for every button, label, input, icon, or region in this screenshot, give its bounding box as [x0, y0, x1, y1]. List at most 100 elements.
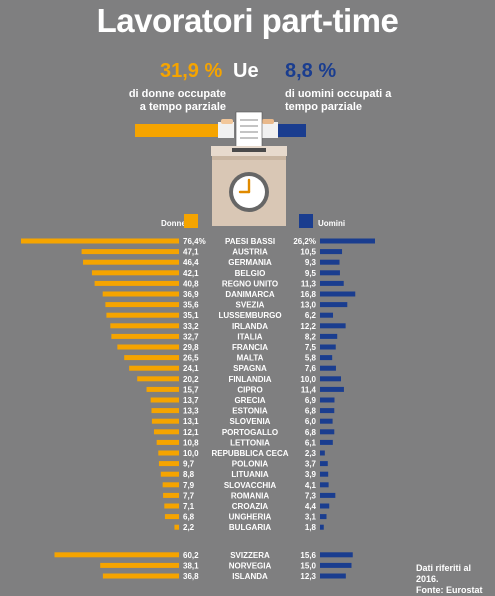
women-bar: [100, 562, 179, 568]
men-bar: [320, 355, 333, 361]
clock-icon: [229, 172, 269, 212]
women-bar: [110, 323, 179, 329]
women-value-label: 35,1: [183, 311, 199, 320]
country-label: REPUBBLICA CECA: [211, 449, 288, 458]
country-label: SVIZZERA: [230, 551, 270, 560]
country-label: SVEZIA: [236, 301, 265, 310]
country-label: PAESI BASSI: [225, 237, 275, 246]
women-bar: [151, 418, 179, 424]
men-value-label: 3,7: [305, 460, 317, 469]
country-label: BULGARIA: [229, 523, 271, 532]
men-value-label: 9,5: [305, 269, 317, 278]
men-value-label: 7,5: [305, 343, 317, 352]
country-label: ROMANIA: [231, 491, 269, 500]
men-bar: [320, 573, 346, 579]
women-value-label: 42,1: [183, 269, 199, 278]
men-bar: [320, 312, 334, 318]
women-value-label: 32,7: [183, 332, 199, 341]
men-value-label: 10,0: [300, 375, 316, 384]
men-bar: [320, 302, 348, 308]
men-value-label: 3,1: [305, 513, 317, 522]
men-value-label: 6,8: [305, 407, 317, 416]
men-value-label: 7,6: [305, 364, 317, 373]
women-value-label: 40,8: [183, 279, 199, 288]
women-summary-bar: [135, 124, 220, 137]
women-bar: [137, 376, 179, 382]
women-bar: [102, 573, 179, 579]
women-bar: [164, 503, 179, 509]
men-value-label: 6,0: [305, 417, 317, 426]
women-value-label: 13,1: [183, 417, 199, 426]
country-label: ITALIA: [237, 332, 262, 341]
country-label: POLONIA: [232, 460, 269, 469]
women-bar: [106, 312, 179, 318]
country-label: UNGHERIA: [229, 513, 272, 522]
men-bar: [320, 482, 329, 488]
country-label: NORVEGIA: [229, 561, 272, 570]
men-bar: [320, 408, 335, 414]
men-value-label: 3,9: [305, 470, 317, 479]
women-value-label: 7,7: [183, 491, 195, 500]
country-label: REGNO UNITO: [222, 279, 278, 288]
men-bar: [320, 429, 335, 435]
footnote-date: Dati riferiti al 2016.: [416, 563, 472, 584]
men-bar: [320, 323, 346, 329]
ue-label: Ue: [233, 60, 259, 82]
men-value-label: 11,3: [301, 279, 317, 288]
men-value-label: 16,8: [300, 290, 316, 299]
women-value-label: 38,1: [183, 561, 199, 570]
women-bar: [124, 355, 179, 361]
men-bar: [320, 471, 329, 477]
women-bar: [158, 450, 179, 456]
men-bar: [320, 280, 344, 286]
men-bar: [320, 291, 356, 297]
men-bar: [320, 514, 327, 520]
legend-men-swatch: [299, 214, 313, 228]
men-value-label: 6,9: [305, 396, 317, 405]
men-bar: [320, 461, 328, 467]
legend-women-swatch: [184, 214, 198, 228]
country-label: SLOVENIA: [230, 417, 271, 426]
women-value-label: 2,2: [183, 523, 195, 532]
ballot-box-icon: [211, 146, 287, 226]
women-value-label: 7,9: [183, 481, 195, 490]
women-bar: [158, 461, 179, 467]
women-value-label: 46,4: [183, 258, 199, 267]
legend-men-label: Uomini: [318, 219, 346, 228]
women-value-label: 24,1: [183, 364, 199, 373]
women-value-label: 9,7: [183, 460, 195, 469]
men-value-label: 26,2%: [293, 237, 316, 246]
country-label: SPAGNA: [233, 364, 267, 373]
men-value-label: 9,3: [305, 258, 317, 267]
women-value-label: 60,2: [183, 551, 199, 560]
men-summary-bar: [278, 124, 306, 137]
men-value-label: 4,4: [305, 502, 317, 511]
footnote: Dati riferiti al 2016. Fonte: Eurostat: [416, 563, 495, 596]
women-value-label: 10,8: [183, 438, 199, 447]
women-bar: [105, 302, 179, 308]
country-label: GRECIA: [234, 396, 265, 405]
men-bar: [320, 238, 375, 244]
women-bar: [174, 524, 179, 530]
men-bar: [320, 365, 336, 371]
men-bar: [320, 376, 341, 382]
men-value-label: 12,3: [300, 572, 316, 581]
women-bar: [83, 259, 179, 265]
country-label: LETTONIA: [230, 438, 270, 447]
women-value-label: 20,2: [183, 375, 199, 384]
women-value-label: 76,4%: [183, 237, 206, 246]
women-bar: [160, 471, 179, 477]
women-bar: [153, 429, 179, 435]
women-value-label: 36,8: [183, 572, 199, 581]
page-title: Lavoratori part-time: [96, 2, 399, 39]
country-label: AUSTRIA: [232, 248, 268, 257]
women-value-label: 47,1: [183, 248, 199, 257]
country-label: FRANCIA: [232, 343, 268, 352]
women-bar: [146, 386, 179, 392]
men-bar: [320, 450, 325, 456]
country-label: ISLANDA: [232, 572, 268, 581]
country-label: GERMANIA: [228, 258, 272, 267]
country-label: PORTOGALLO: [222, 428, 278, 437]
country-label: LUSSEMBURGO: [218, 311, 281, 320]
